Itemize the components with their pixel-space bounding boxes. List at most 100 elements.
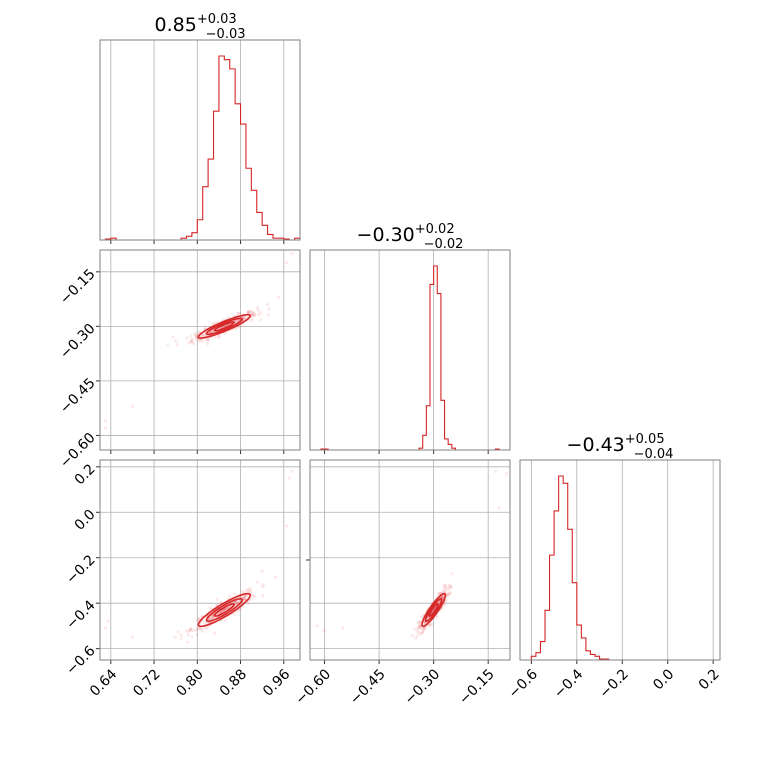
sample-point: [191, 341, 196, 346]
sample-point: [276, 295, 280, 299]
sample-point: [188, 629, 193, 633]
sample-point: [273, 575, 278, 579]
sample-point: [194, 332, 198, 336]
sample-point: [449, 586, 453, 590]
sample-point: [219, 610, 223, 614]
panel-2-0: [96, 459, 301, 664]
sample-point: [256, 308, 260, 312]
sample-point: [200, 614, 204, 618]
sample-point: [415, 634, 419, 638]
sample-point: [442, 589, 446, 593]
sample-point: [103, 419, 108, 423]
sample-point: [251, 312, 255, 316]
sample-point: [217, 611, 221, 615]
panel-2-1: [306, 459, 511, 664]
sample-point: [197, 339, 201, 343]
sample-point: [227, 315, 231, 319]
sample-point: [243, 597, 247, 601]
sample-point: [422, 627, 426, 631]
sample-point: [423, 621, 427, 625]
sample-point: [130, 404, 135, 408]
sample-point: [418, 620, 422, 624]
sample-point: [238, 607, 242, 611]
sample-point: [190, 634, 194, 639]
sample-point: [189, 334, 193, 338]
sample-point: [233, 600, 237, 604]
sample-point: [438, 591, 442, 595]
param-0-title-minus: −0.03: [206, 27, 246, 42]
sample-point: [427, 623, 431, 627]
sample-point: [417, 624, 422, 628]
y-tick-label-2-3: 0.0: [72, 507, 99, 534]
sample-point: [219, 610, 223, 614]
sample-point: [186, 629, 190, 634]
sample-point: [213, 631, 217, 635]
sample-point: [341, 626, 345, 630]
sample-point: [175, 342, 179, 347]
y-tick-label-2-0: −0.6: [63, 643, 98, 678]
sample-point: [416, 626, 420, 630]
sample-point: [251, 312, 256, 316]
sample-point: [243, 594, 247, 598]
contour-2: [197, 313, 252, 339]
sample-point: [238, 311, 242, 315]
sample-point: [225, 606, 229, 610]
sample-point: [188, 627, 193, 631]
sample-point: [216, 335, 220, 339]
sample-point: [195, 618, 199, 623]
sample-point: [242, 597, 246, 601]
samples: [315, 469, 508, 640]
sample-point: [315, 624, 319, 628]
x-tick-label-2-4: 0.2: [696, 666, 723, 693]
x-tick-label-0-0: 0.64: [87, 666, 120, 699]
sample-point: [419, 631, 423, 635]
y-tick-label-2-4: 0.2: [72, 461, 99, 488]
panel-frame: [99, 459, 301, 661]
sample-point: [243, 598, 247, 602]
sample-point: [443, 585, 447, 589]
sample-point: [209, 330, 213, 334]
sample-point: [251, 314, 256, 318]
sample-point: [176, 630, 180, 634]
sample-point: [179, 636, 183, 640]
x-tick-label-0-2: 0.80: [174, 666, 207, 699]
sample-point: [440, 595, 444, 599]
sample-point: [267, 307, 271, 311]
panel-frame: [519, 459, 721, 661]
sample-point: [194, 335, 198, 339]
sample-point: [237, 325, 241, 329]
sample-point: [417, 626, 422, 630]
sample-point: [206, 342, 210, 346]
param-0-title-value: 0.85: [155, 14, 197, 36]
sample-point: [197, 330, 201, 334]
sample-point: [416, 630, 420, 635]
sample-point: [203, 621, 207, 625]
sample-point: [253, 595, 257, 599]
sample-point: [249, 589, 253, 593]
sample-point: [243, 594, 248, 598]
sample-point: [284, 261, 289, 265]
sample-point: [232, 612, 236, 616]
param-2-title-value: −0.43: [567, 434, 625, 456]
sample-point: [179, 633, 183, 637]
sample-point: [497, 506, 501, 510]
sample-point: [259, 318, 263, 322]
x-tick-label-0-4: 0.96: [260, 666, 293, 699]
sample-point: [415, 628, 419, 632]
sample-point: [247, 588, 251, 592]
sample-point: [250, 317, 254, 321]
sample-point: [194, 334, 198, 339]
histogram-2: [522, 475, 718, 661]
sample-point: [189, 339, 193, 344]
sample-point: [448, 583, 452, 587]
sample-point: [443, 588, 447, 593]
x-tick-label-2-0: −0.6: [506, 666, 541, 701]
panel-1-1: [309, 249, 511, 454]
panel-0-0: [99, 39, 301, 244]
sample-point: [106, 619, 110, 623]
x-tick-label-2-1: −0.4: [551, 666, 586, 701]
sample-point: [208, 616, 212, 620]
sample-point: [207, 617, 211, 622]
sample-point: [427, 623, 431, 627]
sample-point: [192, 629, 196, 633]
